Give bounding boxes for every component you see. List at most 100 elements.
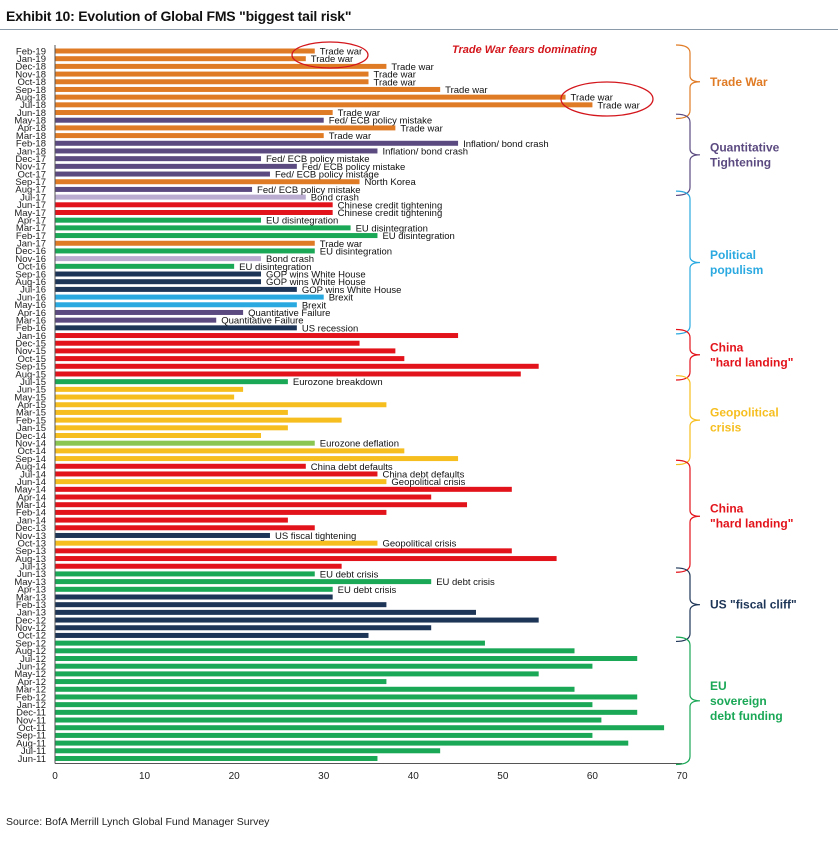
bar-jun-18 [55, 110, 333, 116]
group-label: Geopolitical crisis [710, 406, 779, 435]
x-tick-label: 20 [229, 771, 241, 782]
y-tick-label: May-16 [14, 300, 46, 311]
bar-label: North Korea [365, 177, 417, 188]
x-tick-label: 70 [676, 771, 688, 782]
bar-nov-14 [55, 440, 315, 446]
source-note: Source: BofA Merrill Lynch Global Fund M… [6, 816, 270, 828]
highlight-ellipse [560, 81, 654, 117]
group-brace [675, 328, 701, 381]
y-tick-label: Mar-18 [16, 131, 46, 142]
y-tick-label: Apr-15 [17, 400, 46, 411]
group-label: Trade War [710, 75, 768, 89]
group-label-line: US "fiscal cliff" [710, 598, 797, 612]
bar-apr-16 [55, 309, 244, 315]
bar-label: Fed/ ECB policy mistake [329, 116, 432, 127]
bar-oct-15 [55, 356, 405, 362]
bar-feb-16 [55, 325, 297, 331]
y-tick-label: Apr-14 [17, 492, 46, 503]
y-tick-label: Jul-18 [20, 100, 46, 111]
group-label-line: Political [710, 248, 756, 262]
bar-label: GOP wins White House [266, 270, 366, 281]
bar-jan-13 [55, 609, 476, 615]
bar-apr-18 [55, 125, 396, 131]
bar-nov-15 [55, 348, 396, 354]
group-brace [675, 636, 701, 766]
y-tick-label: Jul-15 [20, 377, 46, 388]
bar-label: EU debt crisis [320, 569, 379, 580]
y-tick-label: Sep-17 [15, 177, 46, 188]
y-tick-label: Aug-11 [16, 738, 46, 749]
bar-dec-15 [55, 340, 360, 346]
bar-may-13 [55, 579, 432, 585]
group-label: US "fiscal cliff" [710, 598, 797, 612]
bar-apr-15 [55, 402, 387, 408]
bar-may-12 [55, 671, 539, 677]
bar-label: Trade war [338, 108, 380, 119]
group-braces: Trade War Quantitative Tightening Political… [675, 44, 797, 766]
group-label: China "hard landing" [710, 340, 793, 369]
y-tick-label: Dec-14 [15, 431, 46, 442]
bar-label: GOP wins White House [302, 285, 402, 296]
bar-nov-11 [55, 717, 602, 723]
bar-label: Trade war [597, 100, 639, 111]
y-tick-label: Jan-15 [17, 423, 46, 434]
y-tick-label: Mar-14 [16, 500, 46, 511]
x-tick-label: 10 [139, 771, 151, 782]
y-tick-label: May-18 [14, 116, 46, 127]
y-tick-label: Apr-12 [17, 677, 46, 688]
y-tick-label: Dec-17 [15, 154, 46, 165]
bar-label: Trade war [329, 131, 371, 142]
bar-jan-14 [55, 517, 288, 523]
y-tick-label: Jul-11 [21, 746, 46, 757]
y-tick-label: May-15 [14, 392, 46, 403]
y-tick-label: Aug-13 [15, 554, 46, 565]
group-label-line: debt funding [710, 709, 783, 723]
group-brace [675, 44, 701, 120]
y-tick-label: Mar-15 [16, 408, 46, 419]
y-tick-label: Mar-13 [16, 592, 46, 603]
group-brace [675, 113, 701, 197]
bar-may-15 [55, 394, 235, 400]
y-tick-label: Oct-14 [17, 446, 46, 457]
y-tick-label: Sep-18 [15, 85, 46, 96]
group-label-line: Tightening [710, 155, 771, 169]
bar-label: Geopolitical crisis [382, 539, 456, 550]
y-tick-label: Sep-14 [15, 454, 46, 465]
y-tick-label: Oct-11 [18, 723, 46, 734]
y-tick-label: Aug-16 [15, 277, 46, 288]
bar-dec-17 [55, 156, 262, 162]
bar-jun-16 [55, 294, 324, 300]
y-tick-label: Oct-16 [17, 262, 46, 273]
group-label-line: "hard landing" [710, 517, 793, 531]
bar-aug-16 [55, 279, 262, 285]
bar-label: EU disintegration [382, 231, 454, 242]
bar-label: US fiscal tightening [275, 531, 356, 542]
bar-aug-13 [55, 556, 557, 562]
bar-jul-18 [55, 102, 593, 108]
bar-sep-12 [55, 640, 485, 646]
bar-jul-13 [55, 563, 342, 569]
x-tick-label: 30 [318, 771, 330, 782]
bar-sep-15 [55, 363, 539, 369]
bar-mar-18 [55, 133, 324, 139]
bar-sep-14 [55, 456, 459, 462]
y-tick-label: Dec-11 [16, 708, 46, 719]
bar-label: EU disintegration [239, 262, 311, 273]
bar-dec-18 [55, 63, 387, 69]
y-tick-label: Dec-15 [15, 339, 46, 350]
y-tick-label: Aug-15 [15, 369, 46, 380]
bar-jun-17 [55, 202, 333, 208]
bar-jul-11 [55, 748, 441, 754]
y-tick-label: Jan-19 [17, 54, 46, 65]
y-tick-label: Jul-17 [20, 192, 46, 203]
y-tick-label: Sep-11 [16, 731, 46, 742]
y-tick-label: Jul-13 [20, 562, 46, 573]
y-tick-label: May-17 [14, 208, 46, 219]
group-brace [675, 375, 701, 466]
bar-may-17 [55, 209, 333, 215]
bar-label: Eurozone breakdown [293, 377, 383, 388]
y-tick-label: Jul-14 [20, 469, 46, 480]
bar-aug-15 [55, 371, 521, 377]
y-tick-label: Jul-12 [20, 654, 46, 665]
y-tick-label: Nov-16 [15, 254, 46, 265]
